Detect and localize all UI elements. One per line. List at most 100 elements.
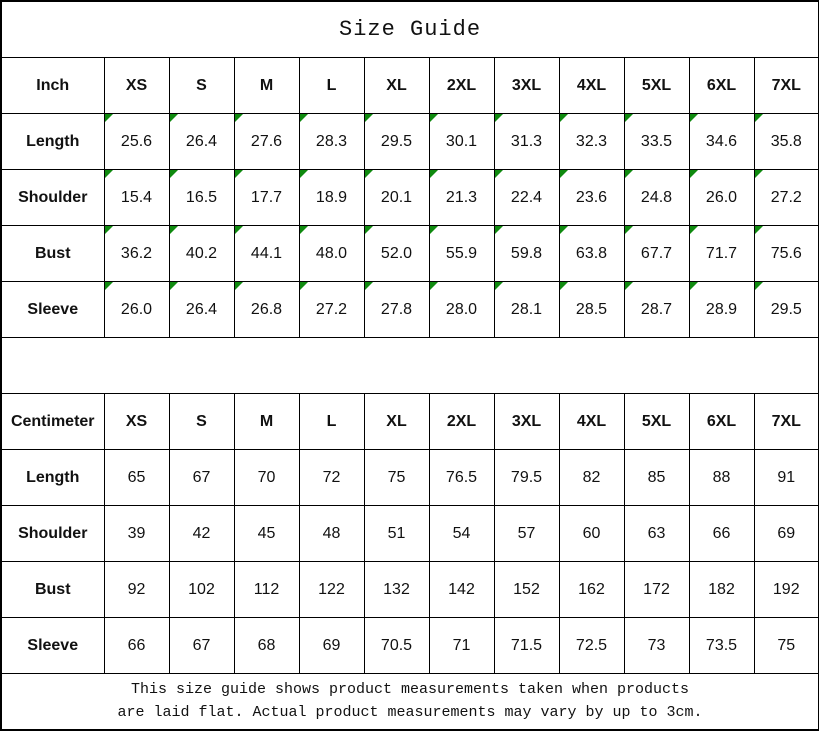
- stored-as-text-flag-icon: [495, 170, 503, 178]
- measurement-cell: 28.7: [623, 281, 690, 338]
- stored-as-text-flag-icon: [170, 170, 178, 178]
- stored-as-text-flag-icon: [560, 226, 568, 234]
- size-column-header: 2XL: [428, 393, 495, 450]
- measurement-cell: 24.8: [623, 169, 690, 226]
- size-column-header: L: [298, 57, 365, 114]
- measurement-cell: 48: [298, 505, 365, 562]
- stored-as-text-flag-icon: [430, 114, 438, 122]
- stored-as-text-flag-icon: [560, 282, 568, 290]
- measurement-cell: 71: [428, 617, 495, 674]
- measurement-cell: 20.1: [363, 169, 430, 226]
- size-column-header: 3XL: [493, 57, 560, 114]
- measurement-cell: 36.2: [103, 225, 170, 282]
- measurement-cell: 42: [168, 505, 235, 562]
- size-column-header: M: [233, 393, 300, 450]
- row-label: Shoulder: [0, 505, 105, 562]
- measurement-cell: 65: [103, 449, 170, 506]
- measurement-cell: 54: [428, 505, 495, 562]
- measurement-cell: 132: [363, 561, 430, 618]
- measurement-cell: 27.2: [753, 169, 819, 226]
- measurement-cell: 15.4: [103, 169, 170, 226]
- measurement-cell: 76.5: [428, 449, 495, 506]
- measurement-cell: 28.1: [493, 281, 560, 338]
- table-row: Length 25.6 26.4 27.6 28.3 29.5 30.1 31.3 32.3 33…: [0, 113, 819, 170]
- measurement-cell: 102: [168, 561, 235, 618]
- measurement-cell: 18.9: [298, 169, 365, 226]
- table-row: Sleeve 26.0 26.4 26.8 27.2 27.8 28.0 28.1 28.5 28…: [0, 281, 819, 338]
- row-label: Sleeve: [0, 281, 105, 338]
- stored-as-text-flag-icon: [365, 282, 373, 290]
- stored-as-text-flag-icon: [495, 282, 503, 290]
- size-column-header: 7XL: [753, 393, 819, 450]
- measurement-cell: 25.6: [103, 113, 170, 170]
- size-column-header: S: [168, 393, 235, 450]
- row-label: Bust: [0, 561, 105, 618]
- measurement-cell: 45: [233, 505, 300, 562]
- measurement-cell: 73: [623, 617, 690, 674]
- measurement-cell: 162: [558, 561, 625, 618]
- measurement-cell: 34.6: [688, 113, 755, 170]
- stored-as-text-flag-icon: [300, 114, 308, 122]
- measurement-cell: 26.0: [688, 169, 755, 226]
- row-label: Sleeve: [0, 617, 105, 674]
- size-header-row: Centimeter XS S M L XL 2XL 3XL 4XL 5XL 6XL 7XL: [0, 393, 819, 450]
- stored-as-text-flag-icon: [365, 114, 373, 122]
- row-label: Bust: [0, 225, 105, 282]
- stored-as-text-flag-icon: [430, 170, 438, 178]
- measurement-cell: 29.5: [753, 281, 819, 338]
- measurement-cell: 29.5: [363, 113, 430, 170]
- stored-as-text-flag-icon: [105, 170, 113, 178]
- stored-as-text-flag-icon: [170, 226, 178, 234]
- size-column-header: 2XL: [428, 57, 495, 114]
- page-title: Size Guide: [1, 0, 819, 58]
- measurement-cell: 23.6: [558, 169, 625, 226]
- stored-as-text-flag-icon: [495, 114, 503, 122]
- measurement-cell: 192: [753, 561, 819, 618]
- measurement-cell: 172: [623, 561, 690, 618]
- stored-as-text-flag-icon: [690, 226, 698, 234]
- measurement-cell: 182: [688, 561, 755, 618]
- measurement-cell: 72.5: [558, 617, 625, 674]
- stored-as-text-flag-icon: [430, 226, 438, 234]
- stored-as-text-flag-icon: [300, 226, 308, 234]
- size-header-row: Inch XS S M L XL 2XL 3XL 4XL 5XL 6XL 7XL: [0, 57, 819, 114]
- measurement-cell: 75.6: [753, 225, 819, 282]
- size-column-header: 4XL: [558, 393, 625, 450]
- measurement-cell: 70.5: [363, 617, 430, 674]
- footer-note-line-2: are laid flat. Actual product measuremen…: [117, 703, 703, 721]
- stored-as-text-flag-icon: [690, 170, 698, 178]
- size-column-header: XS: [103, 393, 170, 450]
- measurement-cell: 28.3: [298, 113, 365, 170]
- measurement-cell: 69: [753, 505, 819, 562]
- footer-note-line-1: This size guide shows product measuremen…: [130, 681, 690, 698]
- measurement-cell: 52.0: [363, 225, 430, 282]
- measurement-cell: 142: [428, 561, 495, 618]
- stored-as-text-flag-icon: [300, 282, 308, 290]
- stored-as-text-flag-icon: [755, 114, 763, 122]
- table-row: Bust 36.2 40.2 44.1 48.0 52.0 55.9 59.8 63.8 67.7…: [0, 225, 819, 282]
- measurement-cell: 30.1: [428, 113, 495, 170]
- measurement-cell: 51: [363, 505, 430, 562]
- footer-note-row: This size guide shows product measuremen…: [1, 673, 819, 731]
- measurement-cell: 69: [298, 617, 365, 674]
- stored-as-text-flag-icon: [625, 170, 633, 178]
- measurement-cell: 26.4: [168, 113, 235, 170]
- measurement-cell: 73.5: [688, 617, 755, 674]
- table-row: Bust 92 102 112 122 132 142 152 162 172 182 192: [0, 561, 819, 618]
- measurement-cell: 22.4: [493, 169, 560, 226]
- stored-as-text-flag-icon: [105, 226, 113, 234]
- stored-as-text-flag-icon: [430, 282, 438, 290]
- size-column-header: XL: [363, 57, 430, 114]
- size-column-header: 5XL: [623, 57, 690, 114]
- measurement-cell: 71.7: [688, 225, 755, 282]
- measurement-cell: 27.8: [363, 281, 430, 338]
- stored-as-text-flag-icon: [495, 226, 503, 234]
- table-row: Shoulder 15.4 16.5 17.7 18.9 20.1 21.3 22.4 23.6…: [0, 169, 819, 226]
- size-column-header: S: [168, 57, 235, 114]
- measurement-cell: 17.7: [233, 169, 300, 226]
- stored-as-text-flag-icon: [105, 114, 113, 122]
- size-column-header: XL: [363, 393, 430, 450]
- measurement-cell: 31.3: [493, 113, 560, 170]
- stored-as-text-flag-icon: [560, 170, 568, 178]
